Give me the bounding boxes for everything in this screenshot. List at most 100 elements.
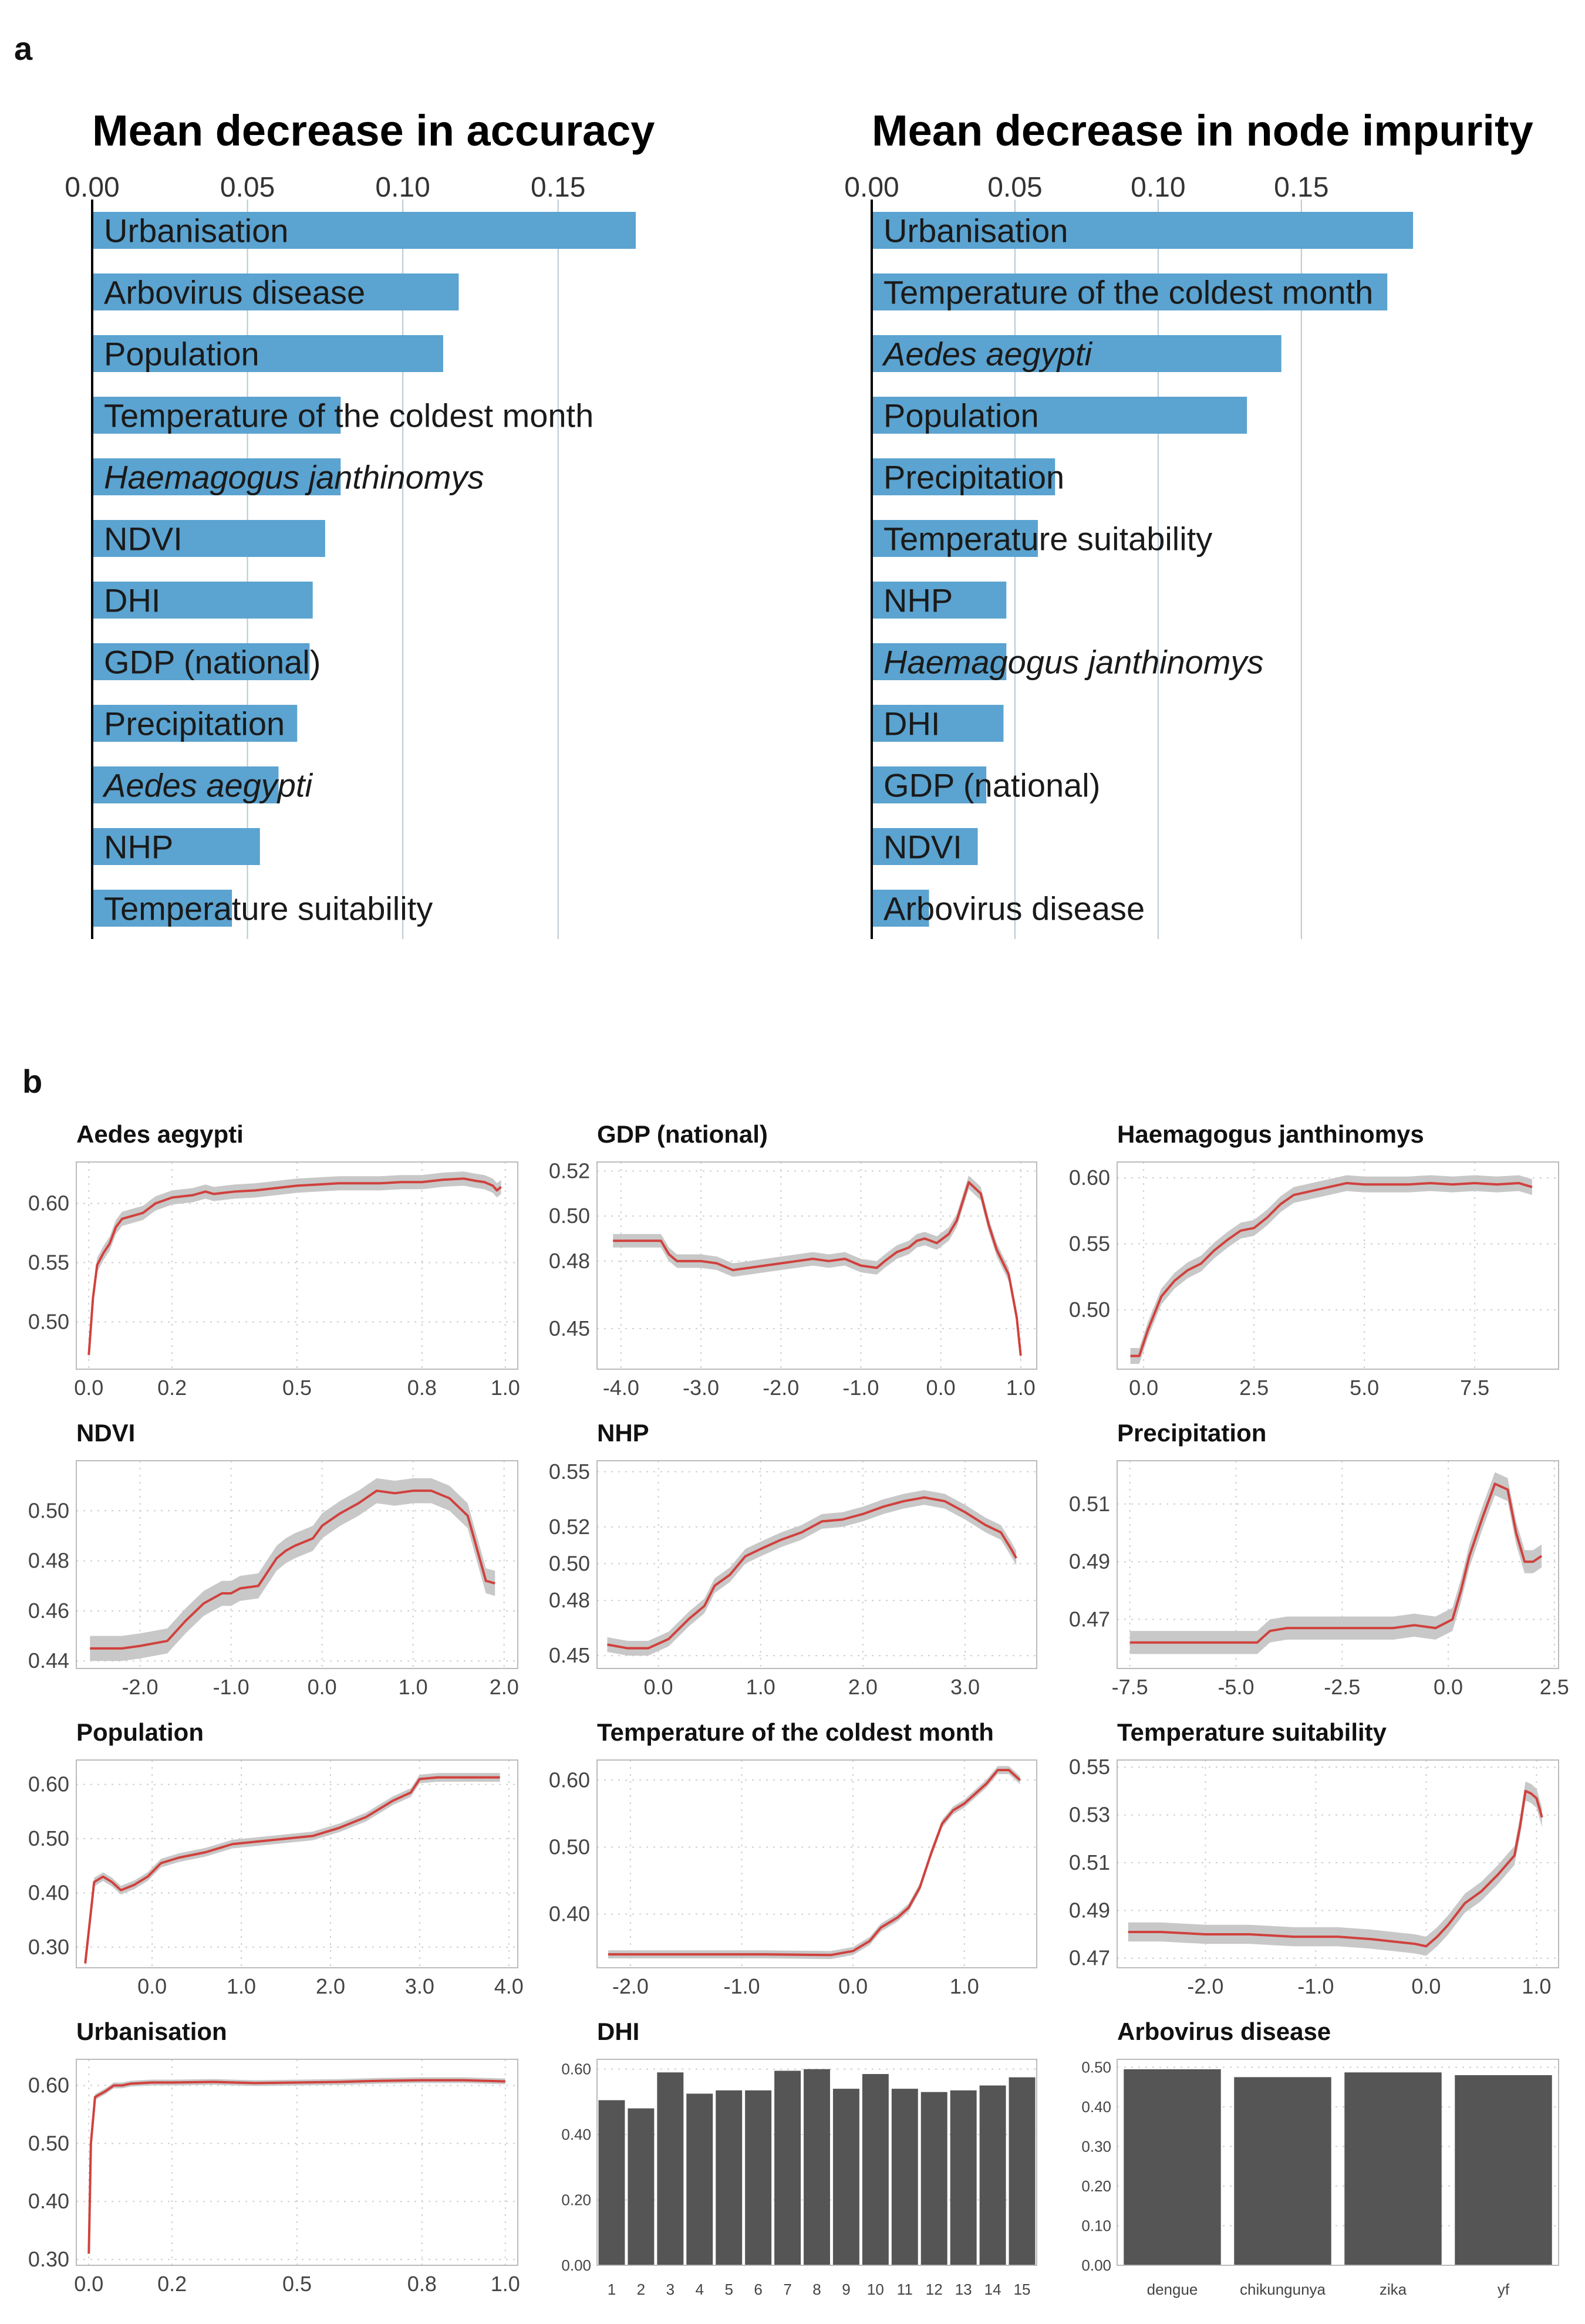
x-tick-label: -7.5 <box>1112 1675 1148 1699</box>
series-line <box>1130 1181 1533 1357</box>
y-tick-label: 0.50 <box>1069 1298 1110 1322</box>
bar <box>872 643 1007 680</box>
plot-frame <box>596 1161 1037 1370</box>
y-tick-label: 0.30 <box>28 1935 69 1959</box>
bar-label: NDVI <box>104 521 183 558</box>
x-tick-label: 14 <box>984 2281 1001 2298</box>
x-tick-label: 0.10 <box>1131 172 1185 203</box>
x-tick-label: 2.0 <box>316 1974 345 1998</box>
y-tick-label: 0.60 <box>549 1768 590 1792</box>
bar-label: NHP <box>104 829 173 866</box>
y-tick-label: 0.47 <box>1069 1946 1110 1970</box>
x-tick-label: 4 <box>696 2281 704 2298</box>
bar-label: DHI <box>104 582 160 619</box>
bar <box>745 2090 772 2265</box>
plot-frame <box>76 1460 518 1669</box>
pd-chart-10: Urbanisation 0.0 0.2 0.5 0.8 1.0 0.30 0.40 0.50 0… <box>28 2018 520 2296</box>
y-tick-label: 0.55 <box>1069 1231 1110 1255</box>
x-tick-label: 2 <box>637 2281 645 2298</box>
chart-title: Arbovirus disease <box>1117 2018 1331 2045</box>
x-tick-label: 0.0 <box>643 1675 673 1699</box>
y-tick-label: 0.60 <box>1069 1166 1110 1190</box>
y-tick-label: 0.55 <box>1069 1755 1110 1779</box>
y-tick-label: 0.30 <box>28 2247 69 2271</box>
x-tick-label: 1.0 <box>399 1675 428 1699</box>
confidence-band <box>90 1478 495 1661</box>
x-tick-label: -2.0 <box>1187 1974 1223 1998</box>
x-tick-label: 0.0 <box>926 1376 956 1400</box>
bar-label: Temperature suitability <box>104 890 433 927</box>
bar <box>92 335 443 372</box>
bar <box>1009 2077 1036 2265</box>
pd-chart-1: Aedes aegypti 0.0 0.2 0.5 0.8 1.0 0.50 0.55 0.60 <box>28 1120 520 1400</box>
chart-title: Temperature of the coldest month <box>597 1718 994 1746</box>
confidence-band <box>613 1175 1021 1363</box>
y-tick-label: 0.50 <box>28 1826 69 1850</box>
y-tick-label: 0.50 <box>549 1551 590 1575</box>
bar <box>872 828 978 865</box>
bar <box>979 2085 1006 2265</box>
bar <box>92 828 260 865</box>
bar <box>1124 2069 1221 2265</box>
x-tick-label: 5 <box>724 2281 733 2298</box>
bar <box>832 2089 859 2265</box>
bar-label: GDP (national) <box>883 767 1100 804</box>
bar <box>1455 2075 1552 2265</box>
bar-label: Urbanisation <box>104 212 288 249</box>
y-tick-label: 0.50 <box>28 1309 69 1333</box>
bar <box>872 273 1388 310</box>
x-tick-label: 0.0 <box>74 1376 103 1400</box>
bar <box>950 2090 977 2265</box>
x-tick-label: 0.0 <box>308 1675 337 1699</box>
series-line <box>90 1489 495 1650</box>
x-tick-label: 0.5 <box>282 2272 312 2296</box>
x-tick-label: 1.0 <box>491 2272 520 2296</box>
y-tick-label: 0.45 <box>549 1643 590 1667</box>
panel-label-b: b <box>22 1063 42 1100</box>
x-tick-label: 0.2 <box>157 2272 187 2296</box>
y-tick-label: 0.51 <box>1069 1850 1110 1874</box>
x-tick-label: 0.0 <box>1411 1974 1441 1998</box>
y-tick-label: 0.60 <box>28 2073 69 2097</box>
bar <box>716 2090 743 2265</box>
bar <box>657 2072 684 2265</box>
x-tick-label: 2.0 <box>848 1675 878 1699</box>
x-tick-label: 8 <box>812 2281 821 2298</box>
bar <box>92 520 325 557</box>
chart-title: Mean decrease in accuracy <box>92 106 655 155</box>
chart-title: Temperature suitability <box>1117 1718 1387 1746</box>
bar-label: Aedes aegypti <box>102 767 313 804</box>
y-tick-label: 0.30 <box>1081 2138 1111 2156</box>
confidence-band <box>89 1171 501 1362</box>
series-line <box>87 2079 505 2254</box>
x-tick-label: 7.5 <box>1460 1376 1489 1400</box>
panel-label-a: a <box>14 30 33 67</box>
pd-chart-12: Arbovirus disease 0.00 0.10 0.20 0.30 0.40 0.5… <box>1081 2018 1559 2298</box>
bar <box>92 705 298 742</box>
bar <box>872 766 987 803</box>
y-tick-label: 0.55 <box>549 1460 590 1484</box>
bar <box>92 212 636 249</box>
x-tick-label: 12 <box>926 2281 943 2298</box>
y-tick-label: 0.46 <box>28 1599 69 1623</box>
bar-label: Temperature suitability <box>883 521 1212 558</box>
chart-title: NHP <box>597 1419 649 1447</box>
x-tick-label: 15 <box>1014 2281 1031 2298</box>
x-tick-label: -2.0 <box>612 1974 649 1998</box>
bar <box>774 2070 801 2265</box>
x-tick-label: 0.5 <box>282 1376 312 1400</box>
y-tick-label: 0.51 <box>1069 1492 1110 1516</box>
x-tick-label: 4.0 <box>494 1974 524 1998</box>
x-tick-label: 0.00 <box>65 172 119 203</box>
bar <box>872 397 1247 434</box>
bar-label: Temperature of the coldest month <box>883 274 1373 311</box>
bar-label: NHP <box>883 582 953 619</box>
x-tick-label: 0.8 <box>407 1376 437 1400</box>
bar <box>1234 2077 1331 2265</box>
bar <box>872 212 1414 249</box>
bar-label: Aedes aegypti <box>882 336 1092 373</box>
y-tick-label: 0.50 <box>549 1204 590 1228</box>
y-tick-label: 0.20 <box>561 2191 591 2209</box>
y-tick-label: 0.40 <box>549 1902 590 1926</box>
